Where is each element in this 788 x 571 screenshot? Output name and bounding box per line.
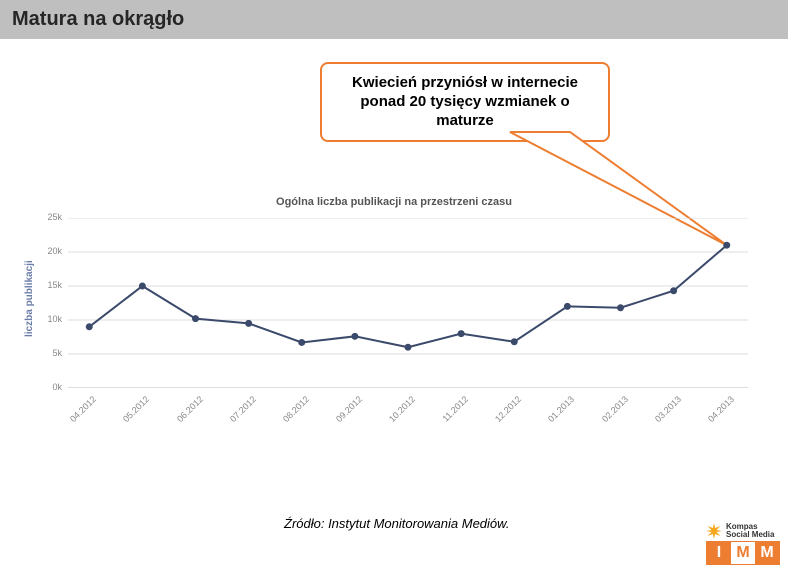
callout-box: Kwiecień przyniósł w internecie ponad 20… bbox=[320, 62, 610, 142]
x-tick: 10.2012 bbox=[375, 394, 417, 436]
logo-area: Kompas Social Media IMM bbox=[706, 523, 780, 565]
imm-letter: M bbox=[755, 542, 779, 564]
y-tick: 15k bbox=[38, 280, 62, 290]
kompas-text: Kompas Social Media bbox=[726, 523, 774, 539]
y-axis-label: liczba publikacji bbox=[24, 260, 35, 337]
imm-logo: IMM bbox=[706, 541, 780, 565]
y-tick: 10k bbox=[38, 314, 62, 324]
imm-letter: M bbox=[731, 542, 755, 564]
y-tick: 0k bbox=[38, 382, 62, 392]
page-header: Matura na okrągło bbox=[0, 0, 788, 39]
x-tick: 11.2012 bbox=[428, 394, 470, 436]
x-tick: 04.2013 bbox=[693, 394, 735, 436]
x-tick: 09.2012 bbox=[322, 394, 364, 436]
x-tick: 08.2012 bbox=[268, 394, 310, 436]
imm-letter: I bbox=[707, 542, 731, 564]
source-text: Źródło: Instytut Monitorowania Mediów. bbox=[284, 516, 509, 531]
y-tick: 5k bbox=[38, 348, 62, 358]
y-tick: 20k bbox=[38, 246, 62, 256]
x-tick: 01.2013 bbox=[534, 394, 576, 436]
x-tick: 04.2012 bbox=[56, 394, 98, 436]
y-tick: 25k bbox=[38, 212, 62, 222]
x-tick: 12.2012 bbox=[481, 394, 523, 436]
page-title: Matura na okrągło bbox=[12, 8, 184, 30]
line-chart bbox=[68, 218, 748, 388]
callout-text: Kwiecień przyniósł w internecie ponad 20… bbox=[352, 74, 578, 129]
chart-title: Ogólna liczba publikacji na przestrzeni … bbox=[0, 196, 788, 208]
x-tick: 05.2012 bbox=[109, 394, 151, 436]
x-tick: 06.2012 bbox=[162, 394, 204, 436]
x-tick: 02.2013 bbox=[587, 394, 629, 436]
kompas-logo: Kompas Social Media bbox=[706, 523, 780, 539]
x-tick: 03.2013 bbox=[640, 394, 682, 436]
star-icon bbox=[706, 523, 722, 539]
x-tick: 07.2012 bbox=[215, 394, 257, 436]
